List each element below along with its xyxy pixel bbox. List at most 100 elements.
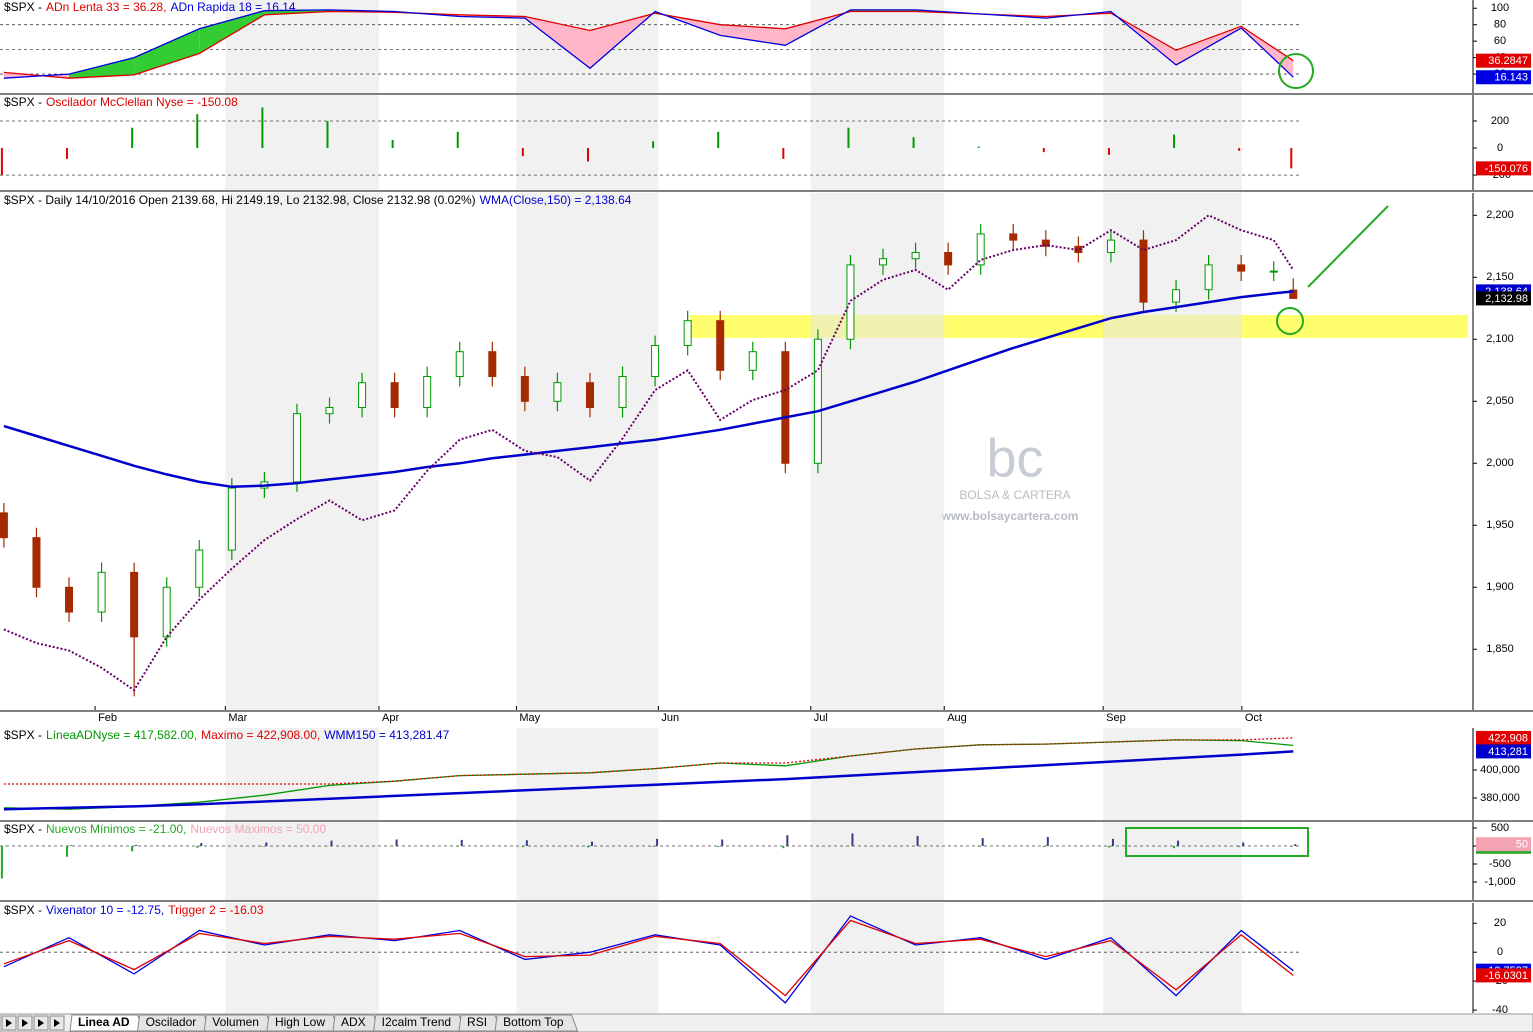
series-line	[3, 919, 1294, 997]
tab-label[interactable]: Volumen	[212, 1015, 259, 1029]
tab[interactable]: I2calm Trend	[373, 1014, 466, 1032]
candle-body	[651, 344, 660, 377]
month-shade	[1103, 193, 1242, 710]
tab-label[interactable]: Linea AD	[78, 1015, 130, 1029]
tab-label[interactable]: ADX	[341, 1015, 366, 1029]
series-line	[3, 739, 1294, 810]
candle-body	[944, 252, 953, 266]
y-tick-label: 2,150	[1486, 271, 1514, 283]
candle-body	[292, 413, 301, 483]
candle-body	[423, 375, 432, 408]
candle-body	[520, 375, 529, 402]
legend-entry: LíneaADNyse = 417,582.00,	[46, 728, 197, 742]
legend-entry: ADn Lenta 33 = 36.28,	[46, 0, 166, 14]
nav-arrow	[6, 1019, 12, 1027]
series-line	[3, 9, 1294, 79]
y-tick-label: 60	[1494, 35, 1506, 47]
y-tick-label: 2,050	[1486, 395, 1514, 407]
candle-body	[846, 264, 855, 340]
support-zone	[690, 315, 1468, 338]
tab-label[interactable]: Bottom Top	[503, 1015, 564, 1029]
candle-body	[618, 375, 627, 408]
candle-body	[1009, 233, 1018, 241]
tab-label[interactable]: RSI	[467, 1015, 487, 1029]
series-line	[3, 750, 1294, 811]
candle-body	[32, 537, 41, 588]
legend-entry: Nuevos Máximos = 50.00	[190, 822, 326, 836]
month-shade	[810, 95, 945, 190]
title-text: $SPX -	[4, 0, 42, 14]
annotation-circle	[1278, 53, 1314, 89]
month-shade	[225, 95, 379, 190]
series-line	[3, 737, 1294, 785]
panel-title: $SPX - Oscilador McClellan Nyse = -150.08	[4, 95, 238, 109]
candle-body	[162, 586, 171, 638]
annotations	[1125, 53, 1389, 857]
fill-between	[199, 10, 265, 54]
y-tick-label: 400,000	[1480, 764, 1520, 776]
candle-body	[1106, 239, 1115, 254]
legend-entry: WMA(Close,150) = 2,138.64	[480, 193, 632, 207]
last-value-label: 413,281	[1488, 746, 1528, 758]
candle-body	[683, 320, 692, 346]
y-tick-label: 200	[1491, 115, 1509, 127]
y-tick-label: 100	[1491, 2, 1509, 14]
legend-entry: Vixenator 10 = -12.75,	[46, 903, 164, 917]
tab-label[interactable]: I2calm Trend	[382, 1015, 451, 1029]
candle-body	[390, 382, 399, 408]
last-value-label: 36.2847	[1488, 55, 1528, 67]
tab-label[interactable]: Oscilador	[146, 1015, 197, 1029]
candle-body	[976, 233, 985, 266]
y-tick-label: 500	[1491, 822, 1509, 834]
candle-body	[879, 258, 888, 266]
tab-label[interactable]: High Low	[275, 1015, 325, 1029]
tab-shape	[494, 1014, 579, 1032]
month-shade	[810, 193, 945, 710]
y-tick-label: -500	[1489, 858, 1511, 870]
watermark-url: www.bolsaycartera.com	[941, 509, 1079, 523]
month-shade	[1103, 728, 1242, 820]
candle-body	[1172, 289, 1181, 303]
candle-body	[97, 571, 106, 613]
last-value-box	[1476, 53, 1531, 68]
month-shade	[1103, 822, 1242, 900]
tab[interactable]: Volumen	[203, 1014, 274, 1032]
x-tick-label: Sep	[1106, 712, 1126, 724]
month-shade	[225, 193, 379, 710]
tab[interactable]: Oscilador	[136, 1014, 211, 1032]
tab[interactable]: ADX	[332, 1014, 381, 1032]
candle-body	[1041, 239, 1050, 247]
month-shade	[1103, 903, 1242, 1013]
month-shade	[516, 193, 659, 710]
y-tick-label: 2,000	[1486, 457, 1514, 469]
panel-title: $SPX - Nuevos Mínimos = -21.00, Nuevos Máx…	[4, 822, 326, 836]
candle-body	[553, 382, 562, 402]
title-text: $SPX - Daily 14/10/2016 Open 2139.68, Hi…	[4, 193, 476, 207]
x-tick-label: Apr	[382, 712, 399, 724]
tab[interactable]: High Low	[266, 1014, 340, 1032]
candle-body	[813, 338, 822, 464]
title-text: $SPX -	[4, 728, 42, 742]
nav-arrow	[38, 1019, 44, 1027]
candle-body	[1139, 239, 1148, 303]
watermark-logo: bc	[986, 428, 1043, 488]
y-tick-label: 0	[1497, 142, 1503, 154]
tab[interactable]: Bottom Top	[494, 1014, 579, 1032]
month-shade	[1103, 95, 1242, 190]
candle-body	[585, 382, 594, 408]
month-shade	[516, 95, 659, 190]
y-tick-label: 20	[1494, 917, 1506, 929]
y-tick-label: 1,950	[1486, 519, 1514, 531]
x-tick-label: Jul	[814, 712, 828, 724]
candle-body	[130, 571, 139, 638]
fill-between	[134, 28, 200, 75]
candle-body	[1269, 270, 1278, 273]
tab[interactable]: RSI	[458, 1014, 502, 1032]
y-tick-label: 1,900	[1486, 581, 1514, 593]
candle-body	[65, 586, 74, 613]
tab[interactable]: Linea AD	[69, 1014, 145, 1032]
month-shade	[810, 903, 945, 1013]
candle-body	[455, 351, 464, 377]
